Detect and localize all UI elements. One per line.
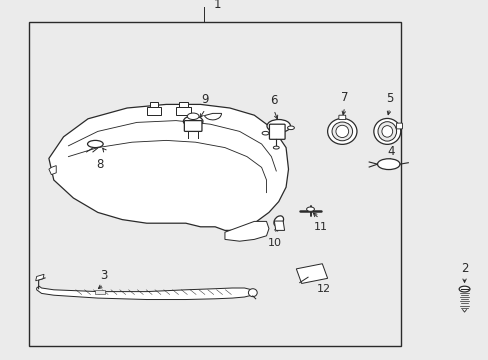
Text: 6: 6 [269,94,277,107]
Ellipse shape [377,122,396,141]
Ellipse shape [327,118,356,144]
Text: 12: 12 [317,284,330,294]
Polygon shape [95,290,105,294]
Text: 9: 9 [201,93,209,106]
Text: 5: 5 [385,93,393,105]
Ellipse shape [87,140,103,148]
Ellipse shape [373,118,400,144]
Ellipse shape [266,120,290,132]
Ellipse shape [248,289,257,297]
FancyBboxPatch shape [184,121,202,131]
Ellipse shape [331,122,352,141]
Ellipse shape [273,216,283,226]
Polygon shape [37,286,251,300]
Polygon shape [224,221,268,241]
Ellipse shape [183,116,203,127]
Ellipse shape [458,286,469,292]
FancyBboxPatch shape [176,107,190,115]
Bar [29,22,400,346]
Polygon shape [49,104,288,230]
Ellipse shape [377,159,399,170]
Text: 11: 11 [314,222,327,232]
Text: 2: 2 [460,262,468,275]
Text: 3: 3 [100,269,107,282]
Ellipse shape [306,207,314,211]
FancyBboxPatch shape [338,115,345,120]
Ellipse shape [287,126,294,130]
Text: 4: 4 [386,145,394,158]
Ellipse shape [335,125,348,138]
Text: 10: 10 [267,238,281,248]
Ellipse shape [262,131,268,135]
Text: 1: 1 [213,0,221,11]
FancyBboxPatch shape [269,124,285,139]
FancyBboxPatch shape [396,123,402,129]
FancyBboxPatch shape [179,102,187,107]
FancyBboxPatch shape [146,107,161,115]
Polygon shape [49,166,56,175]
Ellipse shape [381,126,392,137]
Polygon shape [296,264,327,283]
Ellipse shape [273,146,279,149]
FancyBboxPatch shape [149,102,158,107]
Wedge shape [204,113,221,120]
Text: 7: 7 [340,91,348,104]
Ellipse shape [187,113,199,120]
Polygon shape [36,274,44,281]
Text: 8: 8 [96,158,104,171]
Polygon shape [274,221,284,230]
